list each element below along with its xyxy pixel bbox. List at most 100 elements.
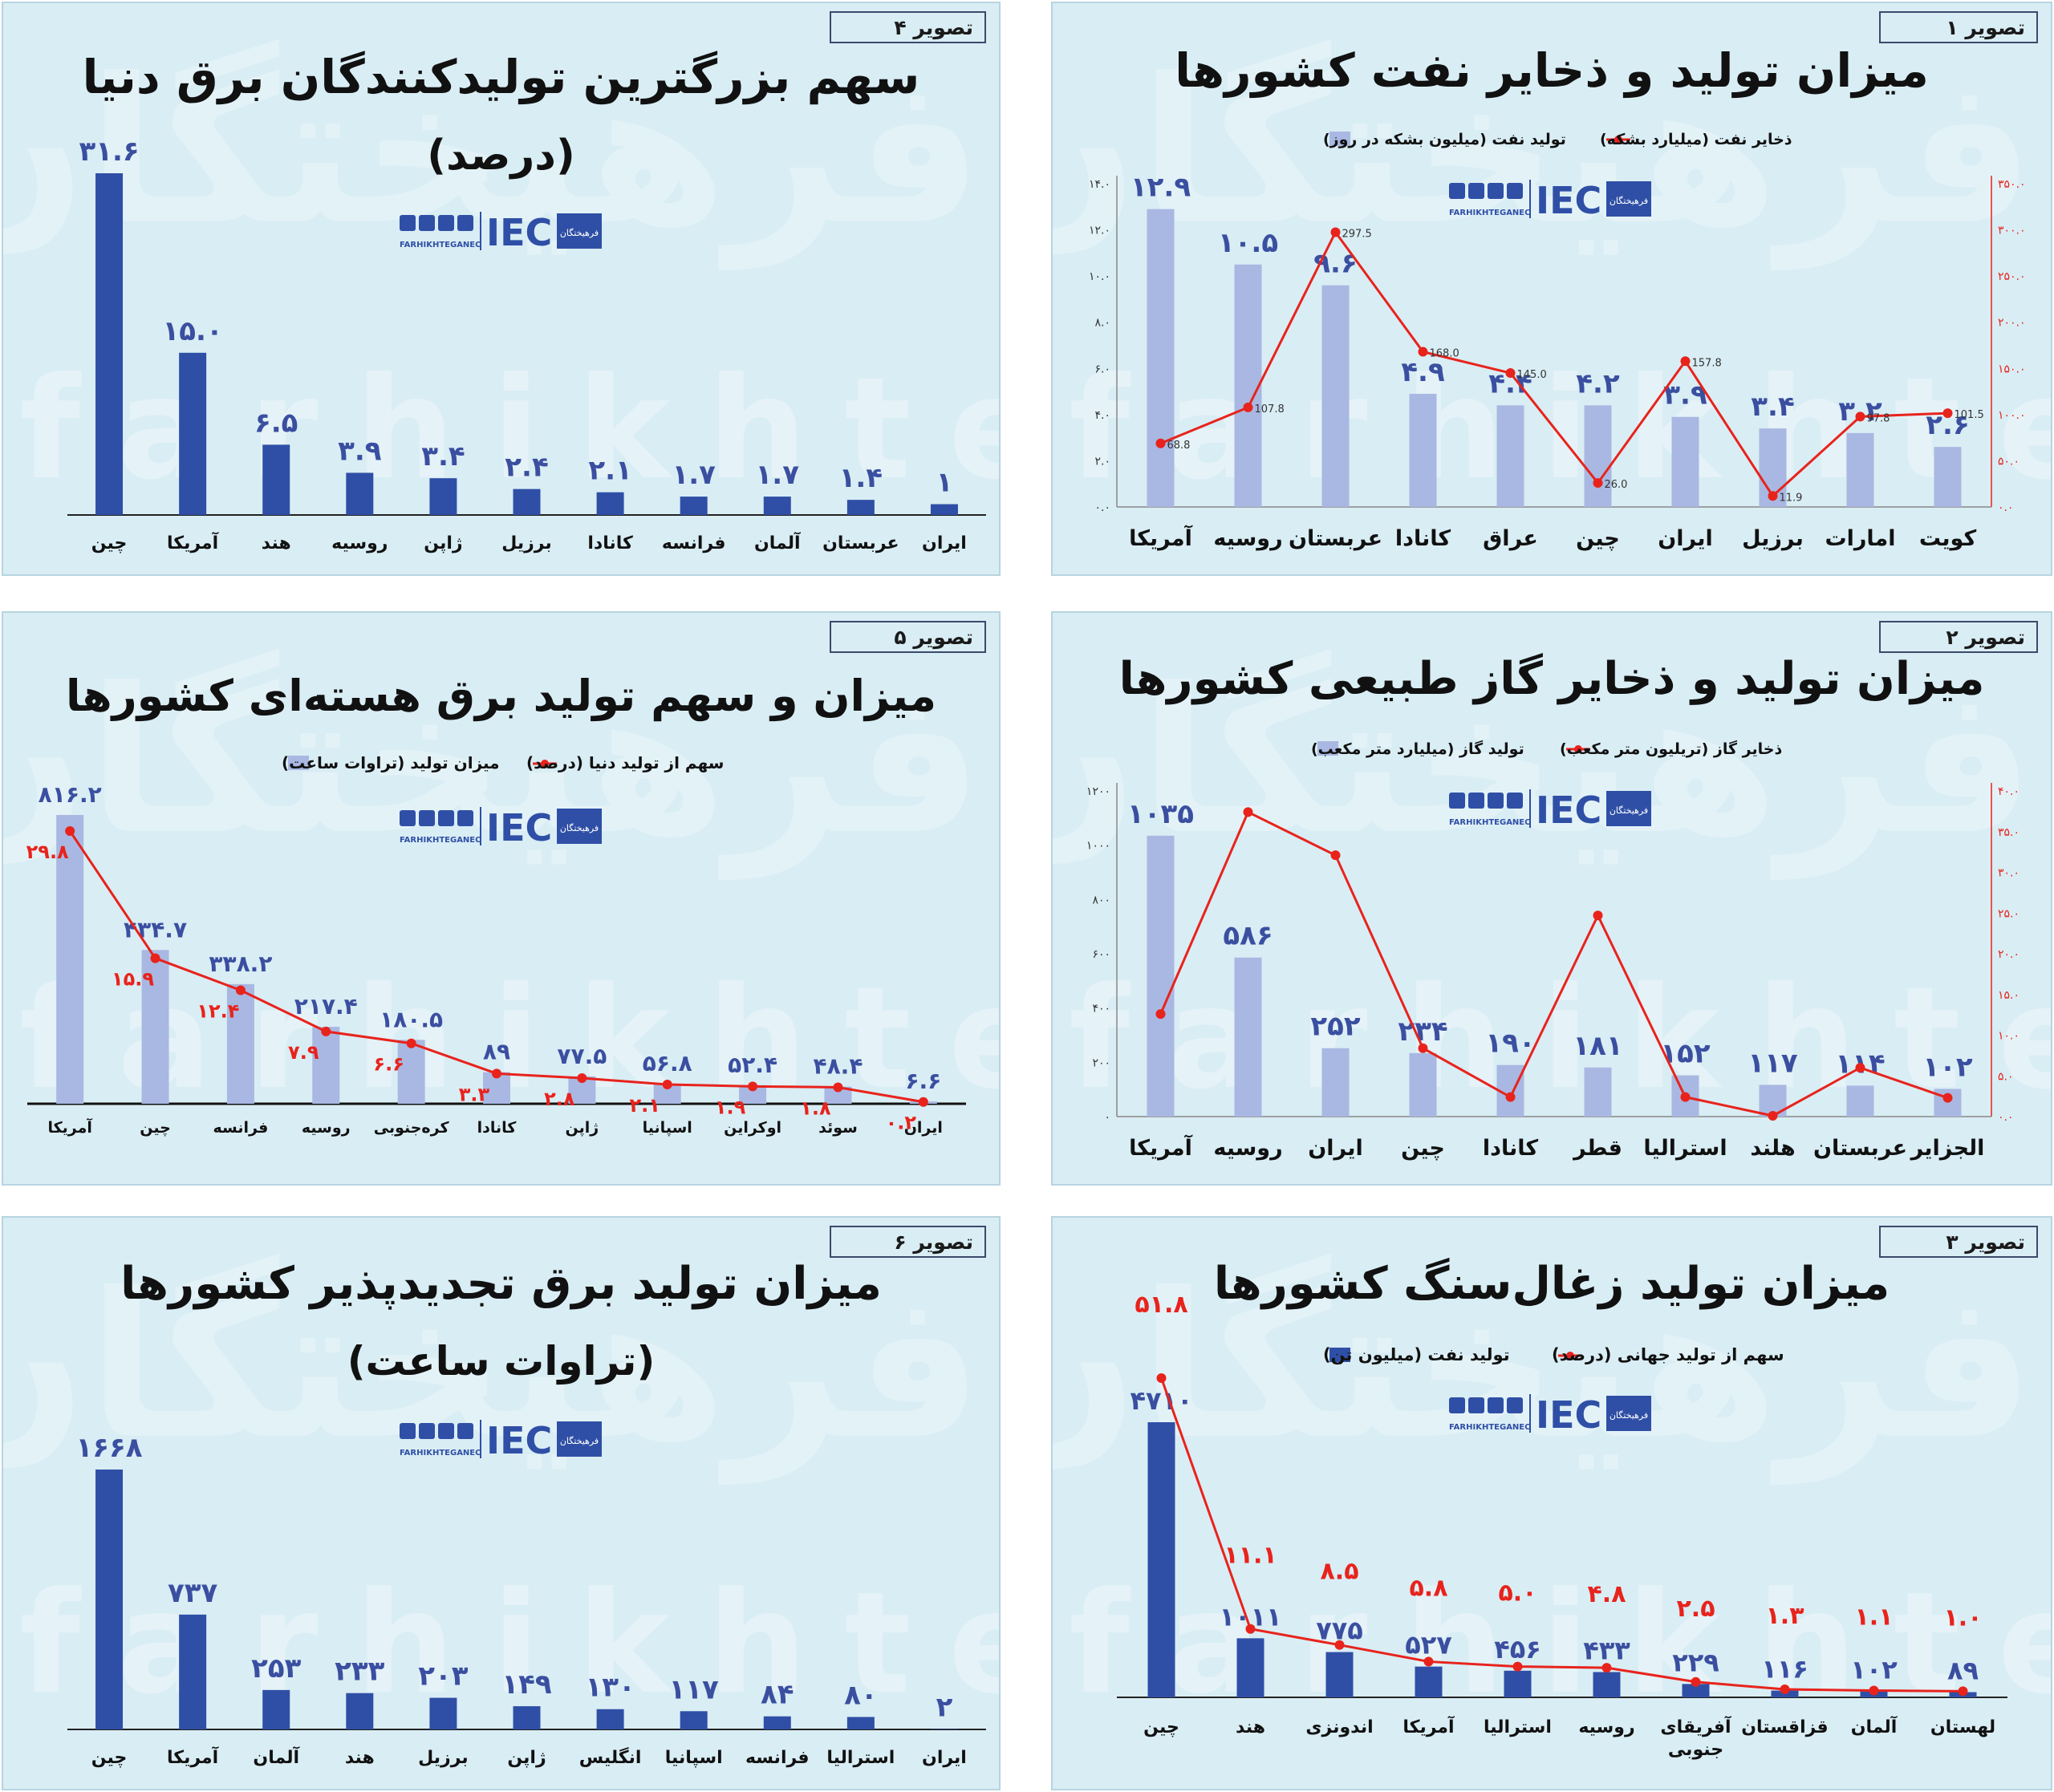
category-label: استرالیا bbox=[826, 1748, 895, 1768]
category-label: فرانسه bbox=[745, 1748, 810, 1768]
youtube-icon bbox=[419, 1423, 435, 1439]
category-label: کانادا bbox=[477, 1119, 518, 1137]
y-tick-right: ۴۰.۰ bbox=[1998, 785, 2019, 798]
bar-value-label: ۴۵۶ bbox=[1494, 1634, 1541, 1664]
bar-value-label: ۱۹۰ bbox=[1485, 1028, 1535, 1060]
chart-electricity-share: ۳۱.۶ چین ۱۵.۰ آمریکا ۶.۵ هند ۳.۹ روسیه ۳.۴ ژاپن ۲.… bbox=[67, 136, 986, 553]
legend-bar-label: تولید نفت (میلیون بشکه در روز) bbox=[1323, 131, 1566, 148]
instagram-icon bbox=[1488, 183, 1504, 199]
watermark-persian: فرهیختگان bbox=[1051, 35, 2035, 269]
y-tick-right: ۳۰.۰ bbox=[1998, 867, 2019, 880]
logo-emblem bbox=[1606, 791, 1651, 826]
line-value-label: ۱۵.۹ bbox=[112, 968, 154, 991]
figure-tag: تصویر ۲ bbox=[1879, 621, 2038, 653]
youtube-icon bbox=[1468, 1397, 1484, 1413]
y-tick-left: ۶.۰ bbox=[1095, 363, 1111, 375]
logo-caption: FARHIKHTEGANEC bbox=[400, 241, 481, 249]
bar bbox=[1934, 447, 1962, 507]
category-label: ژاپن bbox=[507, 1748, 546, 1768]
line-value-label: ۳.۳ bbox=[459, 1083, 490, 1105]
bar-value-label: ۱۸۰.۵ bbox=[380, 1006, 443, 1032]
bar-value-label: ۲.۱ bbox=[588, 455, 631, 487]
legend-line-dot bbox=[1614, 136, 1622, 144]
y-tick-left: ۰ bbox=[1104, 1111, 1110, 1124]
line-point bbox=[1505, 368, 1516, 379]
series-line bbox=[1159, 229, 1948, 498]
chart-renewable: ۱۶۶۸ چین ۷۳۷ آمریکا ۲۵۳ آلمان ۲۳۳ هند ۲۰۳ برزیل ۱۴… bbox=[67, 1432, 986, 1768]
y-tick-left: ۸.۰ bbox=[1095, 317, 1111, 330]
line-point bbox=[1601, 1663, 1612, 1673]
telegram-icon bbox=[457, 1423, 473, 1439]
bar bbox=[1584, 1067, 1612, 1117]
line-point bbox=[1680, 356, 1691, 367]
category-label: کانادا bbox=[1483, 1136, 1539, 1161]
bar bbox=[1147, 1422, 1175, 1697]
logo-caption: FARHIKHTEGANEC bbox=[400, 1449, 481, 1458]
category-label: انگلیس bbox=[579, 1746, 642, 1768]
bar-value-label: ۸۴ bbox=[761, 1679, 794, 1711]
y-tick-left: ۶۰۰ bbox=[1092, 948, 1110, 961]
category-label: اسپانیا bbox=[665, 1748, 723, 1768]
bar bbox=[739, 1085, 767, 1104]
line-value-label: ۷.۹ bbox=[288, 1041, 319, 1064]
legend-line-label: ذخایر نفت (میلیارد بشکه) bbox=[1600, 131, 1792, 148]
bar-value-label: ۱.۷ bbox=[672, 459, 716, 491]
category-label: فرانسه bbox=[662, 533, 726, 553]
logo-mark: IEC bbox=[1536, 789, 1601, 832]
legend-bar-label: تولید نفت (میلیون تن) bbox=[1323, 1345, 1510, 1364]
y-tick-right: ۱۵.۰ bbox=[1998, 989, 2019, 1002]
legend-bar-label: میزان تولید (تراوات ساعت) bbox=[282, 753, 500, 772]
category-label: آلمان bbox=[1851, 1715, 1898, 1737]
category-label: ایران bbox=[922, 533, 967, 553]
bar bbox=[1234, 957, 1262, 1117]
bar-value-label: ۱۶۶۸ bbox=[76, 1432, 143, 1464]
line-point bbox=[1423, 1656, 1434, 1667]
line-point bbox=[492, 1068, 501, 1079]
bar-value-label: ۱.۴ bbox=[839, 462, 883, 494]
instagram-icon bbox=[438, 215, 454, 231]
bar-value-label: ۱.۷ bbox=[756, 459, 800, 491]
category-label: کانادا bbox=[587, 533, 633, 553]
y-tick-right: ۵.۰ bbox=[1998, 1070, 2014, 1083]
bar bbox=[262, 444, 290, 515]
bar bbox=[179, 352, 207, 515]
panel-coal: فرهیختگان farhikhtegan تصویر ۳ میزان تول… bbox=[1051, 1216, 2052, 1790]
line-value-label: 107.8 bbox=[1255, 403, 1285, 416]
y-tick-right: ۲۰۰.۰ bbox=[1998, 317, 2026, 330]
bar bbox=[763, 497, 791, 515]
line-value-label: ۱.۳ bbox=[1765, 1602, 1804, 1630]
telegram-icon bbox=[457, 810, 473, 826]
logo-caption: FARHIKHTEGANEC bbox=[1449, 818, 1530, 827]
bar bbox=[429, 478, 457, 515]
y-tick-right: ۲۵۰.۰ bbox=[1998, 270, 2026, 283]
y-tick-left: ۱۴.۰ bbox=[1089, 178, 1110, 191]
category-label: قطر bbox=[1572, 1136, 1622, 1161]
line-value-label: 97.8 bbox=[1867, 412, 1890, 424]
youtube-icon bbox=[419, 215, 435, 231]
logo-mark: IEC bbox=[486, 806, 552, 849]
bar bbox=[1236, 1638, 1264, 1697]
bar-value-label: ۸۹ bbox=[483, 1039, 510, 1065]
y-tick-left: ۲.۰ bbox=[1095, 455, 1111, 468]
instagram-icon bbox=[438, 810, 454, 826]
bar-value-label: ۲.۴ bbox=[505, 452, 548, 484]
chart-title: میزان تولید و ذخایر نفت کشورها bbox=[1175, 43, 1929, 98]
chart-nuclear: ۸۱۶.۲ آمریکا ۴۳۴.۷ چین ۳۳۸.۲ فرانسه ۲۱۷.۴ روسیه… bbox=[26, 753, 966, 1137]
bar bbox=[1415, 1666, 1443, 1697]
bar bbox=[1147, 835, 1175, 1117]
line-point bbox=[1780, 1685, 1790, 1695]
legend-bar-marker bbox=[1317, 741, 1338, 756]
line-value-label: ۶.۶ bbox=[373, 1053, 404, 1076]
chart-title: میزان تولید و ذخایر گاز طبیعی کشورها bbox=[1118, 653, 1985, 705]
line-point bbox=[1245, 1624, 1256, 1634]
category-label: ایران bbox=[904, 1119, 943, 1137]
bar-value-label: ۱۰۳۵ bbox=[1127, 798, 1194, 830]
bar-value-label: ۴۳۴.۷ bbox=[124, 916, 187, 943]
logo-caption: FARHIKHTEGANEC bbox=[400, 836, 481, 845]
y-tick-left: ۱۲۰۰ bbox=[1086, 785, 1110, 798]
bar bbox=[141, 950, 169, 1104]
bar bbox=[1234, 264, 1262, 507]
watermark-latin: farhikhtegan bbox=[1069, 958, 2051, 1121]
chart-title: میزان تولید زغال‌سنگ کشورها bbox=[1213, 1258, 1890, 1310]
youtube-icon bbox=[419, 810, 435, 826]
